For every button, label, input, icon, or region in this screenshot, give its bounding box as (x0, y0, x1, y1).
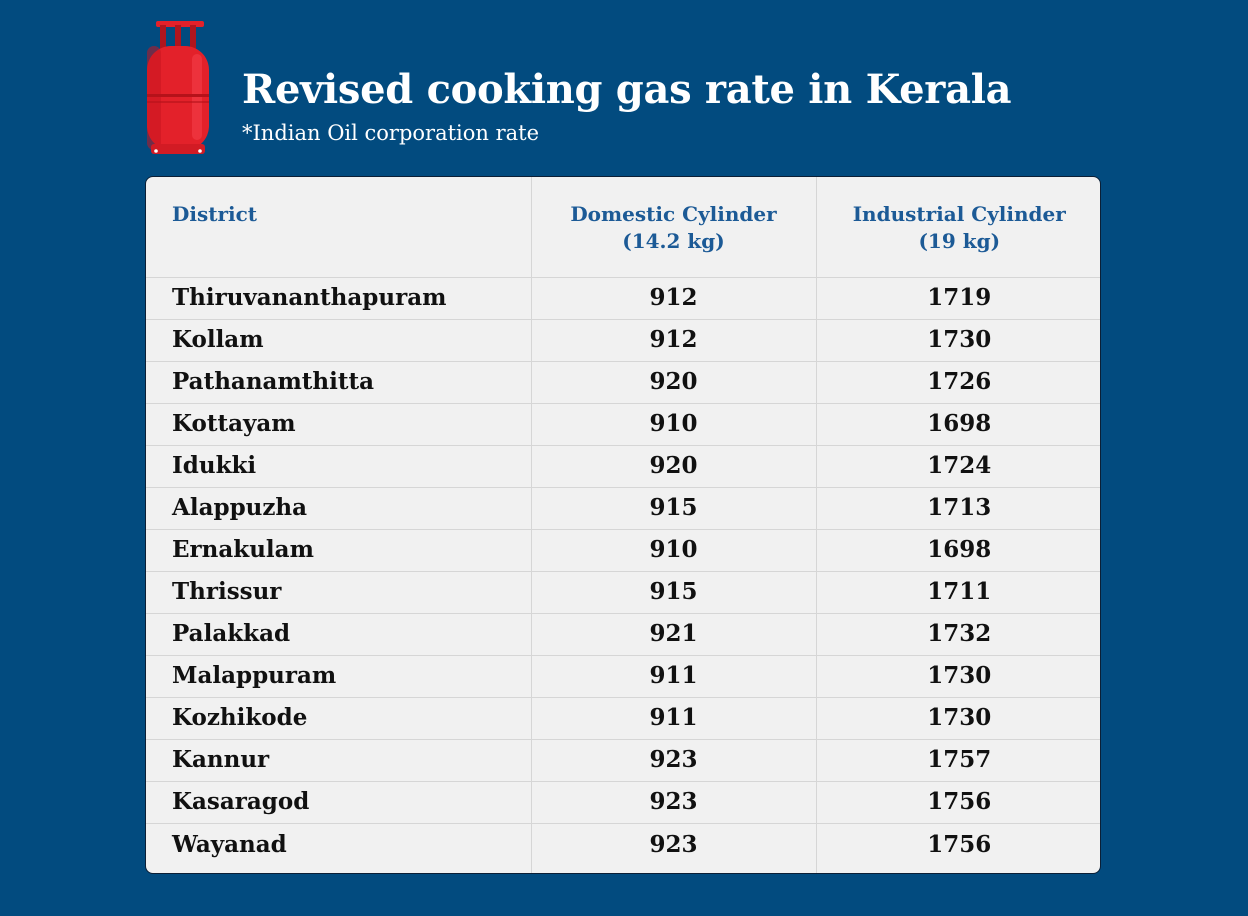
industrial-rate-cell: 1719 (815, 277, 1100, 319)
table-row: Kozhikode 911 1730 (146, 696, 1100, 739)
industrial-rate-cell: 1756 (815, 822, 1100, 873)
table-row: Palakkad 921 1732 (146, 612, 1100, 655)
industrial-rate-cell: 1724 (815, 444, 1100, 487)
domestic-rate-cell: 923 (530, 822, 817, 873)
industrial-rate-cell: 1730 (815, 318, 1100, 361)
industrial-rate-cell: 1730 (815, 654, 1100, 697)
domestic-rate-cell: 911 (530, 654, 817, 697)
domestic-rate-cell: 921 (530, 612, 817, 655)
district-cell: Alappuzha (146, 486, 532, 529)
rate-table: District Domestic Cylinder (14.2 kg) Ind… (146, 177, 1100, 873)
table-row: Kannur 923 1757 (146, 738, 1100, 781)
domestic-rate-cell: 923 (530, 780, 817, 823)
district-cell: Idukki (146, 444, 532, 487)
district-cell: Thrissur (146, 570, 532, 613)
industrial-rate-cell: 1732 (815, 612, 1100, 655)
domestic-rate-cell: 915 (530, 486, 817, 529)
district-cell: Kannur (146, 738, 532, 781)
rate-table-card: District Domestic Cylinder (14.2 kg) Ind… (145, 176, 1101, 874)
page-title: Revised cooking gas rate in Kerala (242, 66, 1012, 113)
district-cell: Kozhikode (146, 696, 532, 739)
gas-cylinder-icon (147, 21, 209, 154)
industrial-rate-cell: 1730 (815, 696, 1100, 739)
district-cell: Kottayam (146, 402, 532, 445)
column-header-district: District (146, 177, 532, 278)
column-header-industrial: Industrial Cylinder (19 kg) (815, 177, 1100, 278)
industrial-rate-cell: 1726 (815, 360, 1100, 403)
domestic-rate-cell: 912 (530, 318, 817, 361)
district-cell: Wayanad (146, 822, 532, 873)
domestic-rate-cell: 920 (530, 360, 817, 403)
industrial-rate-cell: 1757 (815, 738, 1100, 781)
table-row: Ernakulam 910 1698 (146, 528, 1100, 571)
industrial-rate-cell: 1756 (815, 780, 1100, 823)
column-header-domestic-label: Domestic Cylinder (570, 202, 777, 226)
domestic-rate-cell: 915 (530, 570, 817, 613)
district-cell: Ernakulam (146, 528, 532, 571)
page-subtitle: *Indian Oil corporation rate (242, 121, 540, 145)
domestic-rate-cell: 911 (530, 696, 817, 739)
domestic-rate-cell: 910 (530, 528, 817, 571)
table-row: Pathanamthitta 920 1726 (146, 360, 1100, 403)
district-cell: Kasaragod (146, 780, 532, 823)
table-row: Alappuzha 915 1713 (146, 486, 1100, 529)
district-cell: Pathanamthitta (146, 360, 532, 403)
table-body: Thiruvananthapuram 912 1719 Kollam 912 1… (146, 277, 1100, 873)
domestic-rate-cell: 923 (530, 738, 817, 781)
district-cell: Kollam (146, 318, 532, 361)
column-header-domestic: Domestic Cylinder (14.2 kg) (530, 177, 817, 278)
industrial-rate-cell: 1698 (815, 528, 1100, 571)
column-header-industrial-weight: (19 kg) (918, 229, 1001, 253)
column-header-district-label: District (172, 202, 257, 226)
industrial-rate-cell: 1698 (815, 402, 1100, 445)
table-row: Kollam 912 1730 (146, 318, 1100, 361)
district-cell: Thiruvananthapuram (146, 277, 532, 319)
column-header-domestic-weight: (14.2 kg) (622, 229, 725, 253)
district-cell: Malappuram (146, 654, 532, 697)
table-row: Wayanad 923 1756 (146, 822, 1100, 873)
table-row: Thiruvananthapuram 912 1719 (146, 277, 1100, 319)
industrial-rate-cell: 1713 (815, 486, 1100, 529)
domestic-rate-cell: 912 (530, 277, 817, 319)
table-row: Kottayam 910 1698 (146, 402, 1100, 445)
table-header-row: District Domestic Cylinder (14.2 kg) Ind… (146, 177, 1100, 278)
table-row: Malappuram 911 1730 (146, 654, 1100, 697)
domestic-rate-cell: 910 (530, 402, 817, 445)
district-cell: Palakkad (146, 612, 532, 655)
industrial-rate-cell: 1711 (815, 570, 1100, 613)
table-row: Thrissur 915 1711 (146, 570, 1100, 613)
domestic-rate-cell: 920 (530, 444, 817, 487)
column-header-industrial-label: Industrial Cylinder (852, 202, 1066, 226)
table-row: Idukki 920 1724 (146, 444, 1100, 487)
table-row: Kasaragod 923 1756 (146, 780, 1100, 823)
